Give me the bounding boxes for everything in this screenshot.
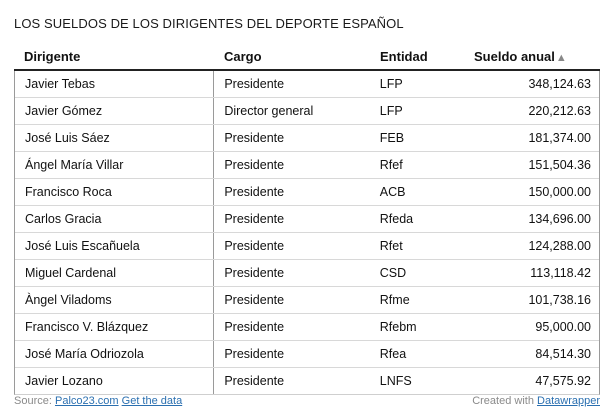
get-data-link[interactable]: Get the data	[121, 395, 183, 407]
cell-entidad: Rfeda	[379, 212, 414, 226]
cell-entidad: FEB	[379, 131, 405, 145]
cell-sueldo-anual: 113,118.42	[530, 266, 591, 280]
cell-sueldo-anual: 181,374.00	[528, 131, 591, 145]
source-link[interactable]: Palco23.com	[54, 395, 119, 407]
cell-sueldo-anual: 220,212.63	[528, 104, 591, 118]
cell-cargo: Presidente	[224, 320, 285, 334]
cell-cargo: Presidente	[224, 347, 285, 361]
table-row: Javier Lozano Presidente LNFS 47,575.92	[15, 368, 599, 394]
created-with-label: Created with	[472, 395, 534, 407]
column-header-sueldo-label: Sueldo anual	[474, 48, 555, 64]
cell-dirigente: José María Odriozola	[15, 341, 215, 367]
cell-cargo: Presidente	[224, 239, 285, 253]
cell-dirigente: Francisco V. Blázquez	[15, 314, 215, 340]
table-row: Francisco Roca Presidente ACB 150,000.00	[15, 179, 599, 206]
table-body: Javier Tebas Presidente LFP 348,124.63 Javie…	[14, 71, 600, 395]
table-row: Carlos Gracia Presidente Rfeda 134,696.00	[15, 206, 599, 233]
cell-sueldo-anual: 134,696.00	[528, 212, 591, 226]
cell-sueldo-anual: 95,000.00	[535, 320, 591, 334]
cell-entidad: LFP	[379, 77, 403, 91]
table-row: Javier Gómez Director general LFP 220,212.6…	[15, 98, 599, 125]
cell-entidad: Rfet	[379, 239, 403, 253]
table-row: Miguel Cardenal Presidente CSD 113,118.42	[15, 260, 599, 287]
cell-dirigente: Carlos Gracia	[15, 206, 215, 232]
table-row: Francisco V. Blázquez Presidente Rfebm 95,0…	[15, 314, 599, 341]
table-row: José Luis Sáez Presidente FEB 181,374.00	[15, 125, 599, 152]
table-row: Javier Tebas Presidente LFP 348,124.63	[15, 71, 599, 98]
cell-entidad: CSD	[379, 266, 407, 280]
footer: Source: Palco23.com Get the data Created…	[14, 395, 600, 407]
salary-table: Dirigente Cargo Entidad Sueldo anual▲ Ja…	[14, 43, 600, 395]
cell-cargo: Presidente	[224, 131, 285, 145]
cell-dirigente: José Luis Sáez	[15, 125, 215, 151]
sort-ascending-icon: ▲	[555, 51, 567, 64]
table-row: Àngel Viladoms Presidente Rfme 101,738.16	[15, 287, 599, 314]
cell-entidad: Rfea	[379, 347, 407, 361]
column-header-sueldo-anual[interactable]: Sueldo anual▲	[464, 49, 600, 64]
footer-source: Source: Palco23.com Get the data	[14, 395, 182, 407]
table-row: José Luis Escañuela Presidente Rfet 124,288…	[15, 233, 599, 260]
column-header-cargo[interactable]: Cargo	[224, 48, 262, 64]
cell-dirigente: José Luis Escañuela	[15, 233, 215, 259]
datawrapper-link[interactable]: Datawrapper	[537, 395, 600, 407]
cell-sueldo-anual: 151,504.36	[528, 158, 591, 172]
table-header: Dirigente Cargo Entidad Sueldo anual▲	[14, 43, 600, 71]
cell-dirigente: Francisco Roca	[15, 179, 215, 205]
cell-dirigente: Miguel Cardenal	[15, 260, 215, 286]
cell-sueldo-anual: 47,575.92	[535, 374, 591, 388]
cell-sueldo-anual: 348,124.63	[528, 77, 591, 91]
cell-dirigente: Àngel Viladoms	[15, 287, 215, 313]
cell-entidad: ACB	[379, 185, 406, 199]
cell-cargo: Presidente	[224, 212, 285, 226]
cell-dirigente: Javier Gómez	[15, 98, 215, 124]
cell-sueldo-anual: 150,000.00	[528, 185, 591, 199]
column-header-entidad[interactable]: Entidad	[380, 48, 428, 64]
cell-cargo: Presidente	[224, 185, 285, 199]
cell-cargo: Presidente	[224, 266, 285, 280]
source-label: Source:	[14, 395, 52, 407]
cell-entidad: Rfme	[379, 293, 410, 307]
table-row: Ángel María Villar Presidente Rfef 151,504.…	[15, 152, 599, 179]
footer-credit: Created with Datawrapper	[472, 395, 600, 407]
table-title: LOS SUELDOS DE LOS DIRIGENTES DEL DEPORT…	[14, 16, 404, 31]
cell-cargo: Presidente	[224, 77, 285, 91]
cell-dirigente: Javier Tebas	[15, 71, 215, 97]
cell-sueldo-anual: 101,738.16	[528, 293, 591, 307]
cell-dirigente: Ángel María Villar	[15, 152, 215, 178]
cell-cargo: Presidente	[224, 158, 285, 172]
cell-entidad: LFP	[379, 104, 403, 118]
table-row: José María Odriozola Presidente Rfea 84,514…	[15, 341, 599, 368]
cell-cargo: Presidente	[224, 293, 285, 307]
cell-entidad: Rfebm	[379, 320, 417, 334]
column-header-dirigente[interactable]: Dirigente	[24, 48, 81, 64]
cell-sueldo-anual: 84,514.30	[535, 347, 591, 361]
cell-entidad: Rfef	[379, 158, 403, 172]
cell-dirigente: Javier Lozano	[15, 368, 215, 394]
cell-entidad: LNFS	[379, 374, 412, 388]
cell-cargo: Director general	[224, 104, 314, 118]
cell-cargo: Presidente	[224, 374, 285, 388]
cell-sueldo-anual: 124,288.00	[528, 239, 591, 253]
